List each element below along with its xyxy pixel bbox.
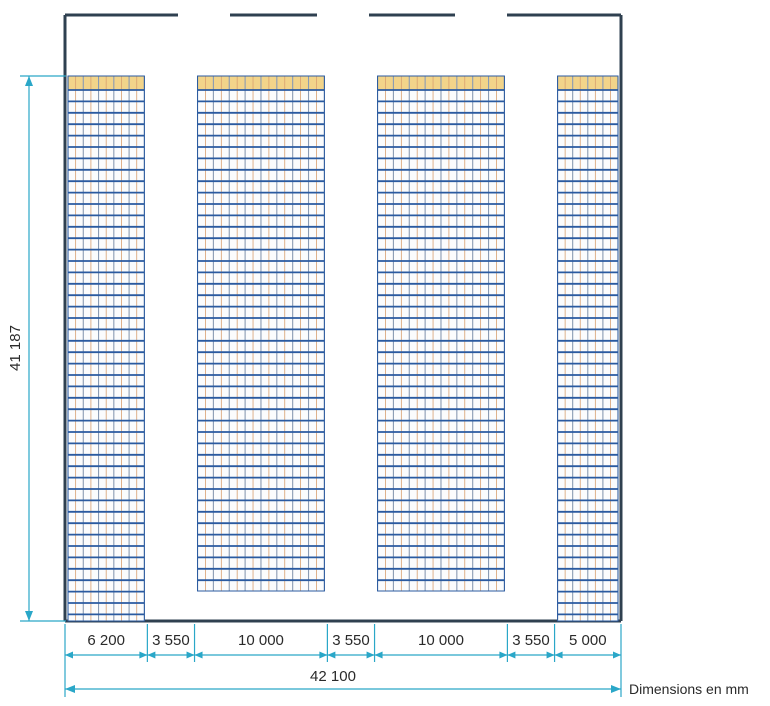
arrow-head bbox=[507, 651, 516, 659]
arrow-head bbox=[25, 76, 33, 86]
arrow-head bbox=[613, 651, 621, 659]
arrow-head bbox=[147, 651, 156, 659]
rack-outline bbox=[197, 75, 325, 592]
arrow-head bbox=[554, 651, 563, 659]
rack-blocks bbox=[67, 75, 619, 622]
total-width-label: 42 100 bbox=[310, 668, 356, 685]
arrow-head bbox=[139, 651, 148, 659]
rack-outline bbox=[67, 75, 145, 622]
segment-dimension-label: 10 000 bbox=[418, 632, 464, 649]
arrow-head bbox=[366, 651, 375, 659]
arrow-head bbox=[499, 651, 508, 659]
height-dimension bbox=[20, 75, 66, 622]
arrow-head bbox=[374, 651, 383, 659]
height-dimension-label: 41 187 bbox=[7, 325, 24, 371]
rack-block bbox=[196, 75, 325, 592]
arrow-head bbox=[65, 651, 73, 659]
segment-dimension-label: 3 550 bbox=[332, 632, 370, 649]
rack-outline bbox=[377, 75, 505, 592]
building-walls bbox=[63, 13, 623, 623]
arrow-head bbox=[194, 651, 203, 659]
rack-block bbox=[377, 75, 505, 592]
segment-dimension-label: 3 550 bbox=[152, 632, 190, 649]
arrow-head bbox=[65, 685, 75, 693]
rack-block bbox=[67, 75, 145, 622]
rack-outline bbox=[557, 75, 619, 622]
total-width-dimension bbox=[65, 685, 621, 693]
segment-dimension-label: 5 000 bbox=[569, 632, 607, 649]
arrow-head bbox=[611, 685, 621, 693]
segment-dimension-label: 3 550 bbox=[512, 632, 550, 649]
arrow-head bbox=[25, 611, 33, 621]
segment-dimension-label: 10 000 bbox=[238, 632, 284, 649]
units-note: Dimensions en mm bbox=[629, 681, 749, 697]
arrow-head bbox=[319, 651, 328, 659]
segment-dimension-label: 6 200 bbox=[87, 632, 125, 649]
rack-block bbox=[557, 75, 619, 622]
arrow-head bbox=[327, 651, 336, 659]
segment-dimensions: 6 200 3 550 10 000 3 550 10 000 3 550 5 000 bbox=[64, 624, 622, 697]
arrow-head bbox=[186, 651, 195, 659]
arrow-head bbox=[546, 651, 555, 659]
